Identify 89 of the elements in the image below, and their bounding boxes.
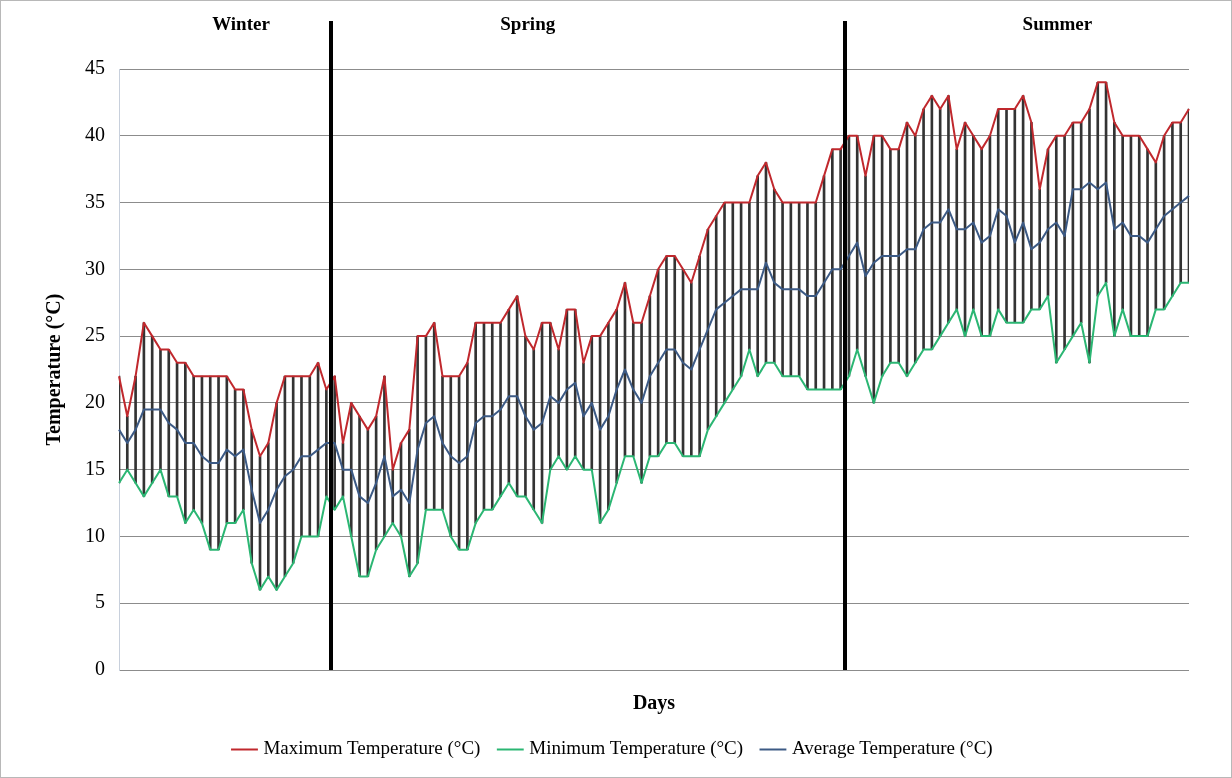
bar	[972, 135, 975, 310]
bar	[855, 135, 859, 350]
bar	[208, 375, 212, 551]
bar	[806, 202, 809, 390]
bar	[831, 148, 834, 390]
legend-label: Average Temperature (°C)	[791, 737, 993, 760]
bar	[673, 255, 677, 444]
bar	[781, 202, 784, 377]
y-tick-label: 10	[85, 523, 105, 546]
bar	[864, 175, 867, 377]
bar	[490, 322, 494, 511]
bar	[432, 322, 436, 511]
bar	[772, 188, 776, 364]
y-tick-label: 25	[85, 323, 105, 346]
bar	[607, 322, 610, 511]
bar	[723, 202, 726, 404]
bar	[291, 375, 295, 564]
bar	[615, 309, 618, 484]
text: Winter	[212, 12, 271, 34]
bar	[1096, 82, 1100, 297]
y-tick-label: 0	[95, 657, 105, 680]
bar	[225, 375, 229, 524]
bar	[557, 349, 560, 457]
bar	[872, 135, 876, 404]
bar	[1146, 148, 1149, 337]
bar	[814, 202, 818, 390]
legend-label: Minimum Temperature (°C)	[529, 737, 744, 760]
bar	[449, 375, 453, 537]
text: Summer	[1022, 12, 1093, 34]
bar	[947, 95, 950, 324]
bar	[665, 255, 668, 444]
bar	[731, 202, 735, 390]
bar	[922, 108, 925, 350]
bar	[756, 175, 760, 377]
bar	[1013, 108, 1017, 324]
bar	[532, 349, 536, 511]
bar	[955, 148, 959, 310]
legend-label: Maximum Temperature (°C)	[263, 737, 481, 760]
y-axis-title: Temperature (°C)	[42, 293, 66, 446]
bar	[748, 202, 751, 350]
bar	[1079, 122, 1083, 324]
y-tick-label: 40	[85, 123, 105, 146]
bar	[358, 415, 361, 577]
bar	[1005, 108, 1008, 324]
bar	[192, 375, 195, 511]
bar	[150, 335, 154, 484]
bar	[1063, 135, 1066, 350]
bar	[1137, 135, 1141, 337]
bar	[573, 309, 577, 457]
bar	[980, 148, 983, 337]
bar	[698, 255, 701, 457]
bar	[548, 322, 552, 470]
y-tick-label: 35	[85, 189, 105, 212]
bar	[714, 215, 718, 417]
bar	[441, 375, 444, 511]
bar	[159, 349, 162, 470]
bar	[1030, 122, 1033, 310]
bar	[308, 375, 312, 537]
bar	[466, 362, 469, 551]
bar	[1179, 122, 1183, 284]
x-axis-title: Days	[632, 691, 676, 715]
bar	[690, 282, 693, 457]
bar	[631, 322, 635, 457]
bar	[325, 389, 328, 497]
bar	[266, 442, 270, 577]
bar	[1171, 122, 1174, 297]
bar	[407, 429, 411, 577]
bar	[590, 335, 594, 470]
bar	[167, 349, 171, 497]
bar	[1121, 135, 1124, 310]
bar	[1038, 188, 1042, 310]
bar	[524, 335, 527, 497]
y-tick-label: 20	[85, 390, 105, 413]
text: Spring	[500, 12, 556, 34]
y-tick-label: 30	[85, 256, 105, 279]
bar	[300, 375, 303, 537]
bar	[996, 108, 1000, 310]
bar	[217, 375, 220, 551]
y-tick-label: 15	[85, 456, 105, 479]
bar	[913, 135, 917, 364]
bar	[897, 148, 901, 364]
bar	[499, 322, 502, 497]
bar	[474, 322, 477, 524]
bar	[889, 148, 892, 364]
bar	[275, 402, 278, 591]
y-tick-label: 45	[85, 56, 105, 79]
bar	[582, 362, 585, 470]
bar	[1154, 162, 1158, 310]
y-tick-label: 5	[95, 590, 105, 613]
